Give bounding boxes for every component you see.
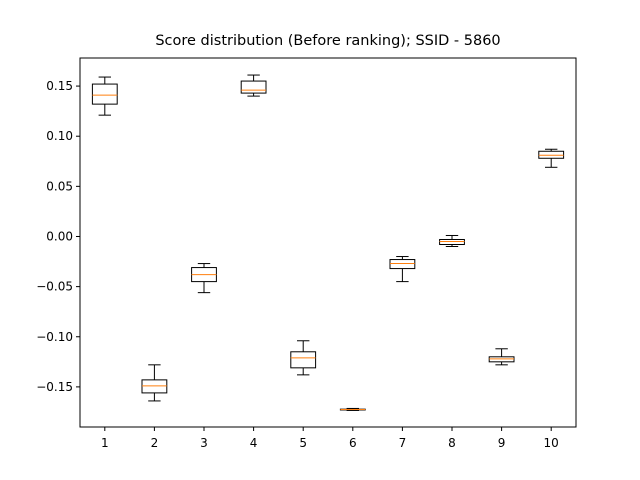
y-tick-label: −0.05 <box>36 280 73 294</box>
x-tick-label: 6 <box>349 436 357 450</box>
x-tick-label: 7 <box>399 436 407 450</box>
x-tick-label: 9 <box>498 436 506 450</box>
boxes-layer <box>91 74 565 411</box>
box-rect <box>538 150 565 159</box>
box-2 <box>141 364 168 402</box>
box-3 <box>191 263 217 294</box>
x-tick-label: 8 <box>448 436 456 450</box>
box-rect <box>91 83 118 105</box>
box-rect <box>488 356 515 363</box>
x-tick-label: 5 <box>299 436 307 450</box>
box-9 <box>488 348 515 366</box>
box-8 <box>439 234 465 248</box>
box-rect <box>141 379 168 394</box>
x-tick-label: 10 <box>544 436 559 450</box>
y-tick-label: −0.15 <box>36 380 73 394</box>
box-10 <box>538 148 565 168</box>
chart-title: Score distribution (Before ranking); SSI… <box>155 33 501 49</box>
box-6 <box>339 407 366 411</box>
box-5 <box>290 340 317 376</box>
x-axis-ticks: 1 2 3 4 5 6 7 8 9 10 <box>101 427 559 450</box>
box-rect <box>389 259 416 270</box>
axes-frame <box>79 57 577 428</box>
box-1 <box>91 76 118 116</box>
box-rect <box>290 351 317 369</box>
y-tick-label: 0.10 <box>46 129 73 143</box>
box-7 <box>389 256 416 283</box>
x-tick-label: 4 <box>250 436 258 450</box>
y-tick-label: 0.05 <box>46 179 73 193</box>
y-tick-label: 0.00 <box>46 229 73 243</box>
y-tick-label: 0.15 <box>46 79 73 93</box>
box-rect <box>439 238 465 246</box>
x-tick-label: 2 <box>151 436 159 450</box>
box-4 <box>240 74 267 97</box>
box-rect <box>240 80 267 94</box>
x-tick-label: 3 <box>200 436 208 450</box>
y-tick-label: −0.10 <box>36 330 73 344</box>
x-tick-label: 1 <box>101 436 109 450</box>
y-axis-ticks: 0.15 0.10 0.05 0.00 −0.05 −0.10 −0.15 <box>36 79 80 394</box>
